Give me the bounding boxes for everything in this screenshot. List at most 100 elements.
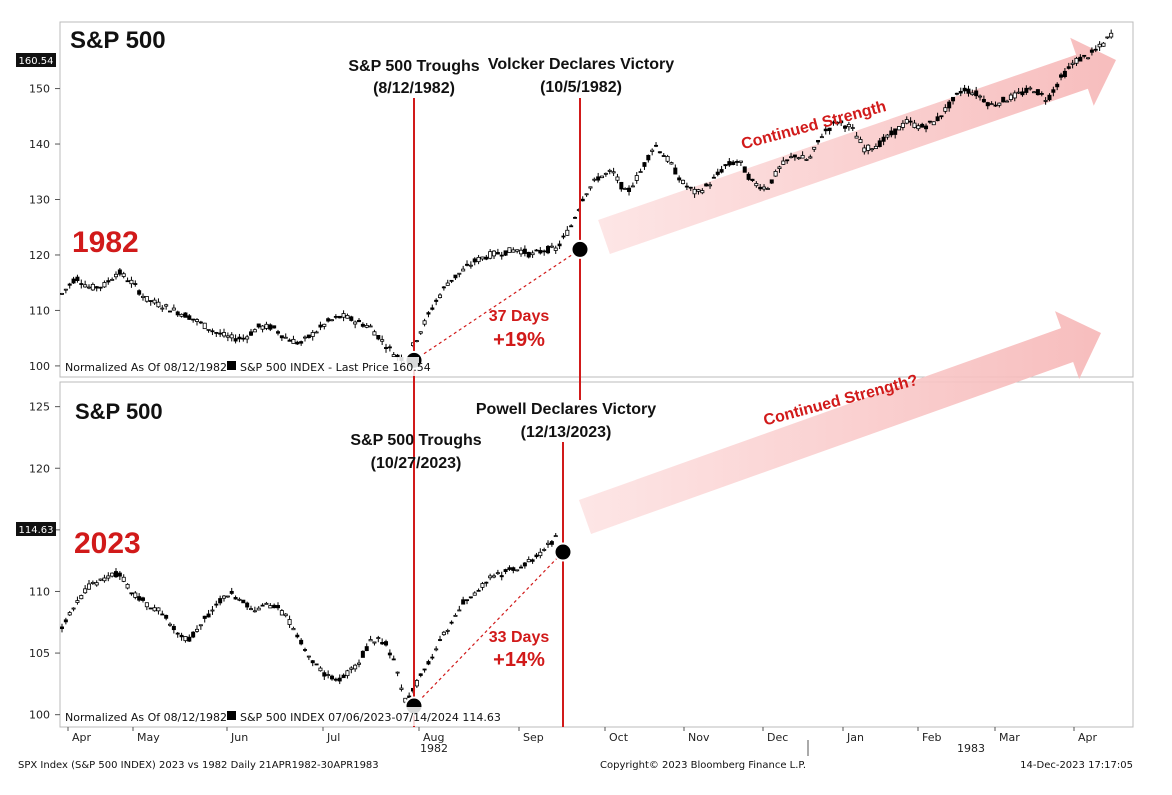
candle-body: [827, 127, 832, 132]
footer-left: SPX Index (S&P 500 INDEX) 2023 vs 1982 D…: [18, 760, 379, 771]
candle-body: [553, 535, 558, 538]
candle-body: [530, 559, 535, 562]
candle-body: [681, 179, 686, 185]
candle-body: [376, 335, 381, 340]
candle-body: [295, 634, 300, 638]
candle-body: [110, 278, 115, 281]
candle-body: [777, 166, 782, 170]
candle-body: [60, 292, 65, 295]
candle-body: [71, 607, 76, 610]
candle-body: [866, 144, 871, 151]
candle-body: [372, 641, 377, 644]
candle-body: [129, 592, 134, 595]
candle-body: [684, 185, 689, 188]
y-axis-2023: 100105110115120125: [29, 401, 60, 722]
year-1982-label: 1982: [420, 742, 448, 755]
days-label-2023: 33 Days: [489, 629, 550, 646]
candle-body: [210, 330, 215, 333]
candle-body: [862, 147, 867, 153]
candle-body: [83, 588, 88, 594]
panel-title-1982: S&P 500: [70, 27, 166, 54]
candle-body: [156, 301, 161, 308]
trough-label-2023: S&P 500 Troughs: [350, 432, 481, 449]
candle-body: [1078, 56, 1083, 62]
footer-right: 14-Dec-2023 17:17:05: [1020, 760, 1133, 771]
victory-date-1982: (10/5/1982): [540, 79, 622, 96]
candle-body: [287, 619, 292, 625]
candle-body: [630, 185, 635, 188]
y-tick-label: 100: [29, 360, 50, 373]
candle-body: [141, 597, 146, 601]
candle-body: [287, 339, 292, 342]
x-month-label: Mar: [999, 731, 1020, 744]
candle-body: [499, 254, 504, 257]
candle-body: [171, 307, 176, 311]
candle-body: [125, 280, 130, 283]
candle-body: [129, 279, 134, 285]
candle-body: [538, 551, 543, 557]
candle-body: [368, 325, 373, 328]
candle-body: [476, 589, 481, 592]
candle-body: [542, 250, 547, 253]
candle-body: [264, 602, 269, 605]
continued-strength-arrow: [598, 37, 1116, 255]
candle-body: [804, 159, 809, 161]
pct-label-1982: +19%: [493, 329, 545, 351]
candle-body: [600, 175, 605, 179]
candle-body: [144, 602, 149, 608]
candle-body: [1043, 100, 1048, 102]
candle-body: [260, 604, 265, 607]
candle-body: [831, 121, 836, 124]
candle-body: [434, 299, 439, 302]
candle-body: [233, 338, 238, 342]
candle-body: [133, 283, 138, 285]
year-label-2023: 2023: [74, 527, 141, 560]
candle-body: [430, 656, 435, 659]
candle-body: [237, 336, 242, 340]
candle-body: [168, 310, 173, 313]
candle-body: [214, 332, 219, 334]
candle-body: [943, 107, 948, 112]
candle-body: [993, 104, 998, 107]
candle-body: [858, 139, 863, 144]
candle-body: [206, 328, 211, 331]
candle-body: [137, 596, 142, 601]
candle-body: [588, 186, 593, 189]
candle-body: [692, 188, 697, 195]
candle-body: [414, 340, 419, 342]
candle-body: [353, 321, 358, 325]
candle-body: [218, 598, 223, 604]
candle-body: [785, 159, 790, 162]
candle-body: [202, 322, 207, 330]
candle-body: [164, 304, 169, 307]
candle-body: [731, 161, 736, 165]
candle-body: [183, 312, 188, 318]
candle-body: [395, 354, 400, 358]
candle-body: [264, 323, 269, 329]
candle-body: [102, 282, 107, 288]
candle-body: [283, 613, 288, 617]
candle-body: [322, 672, 327, 677]
candle-body: [1020, 91, 1025, 96]
candle-body: [495, 572, 500, 575]
candle-body: [503, 250, 508, 256]
candle-body: [1070, 62, 1075, 65]
candle-body: [530, 252, 535, 256]
legend-swatch-2023: [227, 711, 236, 720]
candle-body: [457, 609, 462, 612]
candle-body: [912, 122, 917, 128]
candle-body: [225, 595, 230, 598]
candle-body: [299, 341, 304, 344]
candle-body: [164, 614, 169, 619]
candle-body: [160, 613, 165, 616]
candle-body: [333, 315, 338, 318]
candle-body: [476, 256, 481, 263]
legend-norm-2023: Normalized As Of 08/12/1982: [65, 711, 227, 724]
candle-body: [357, 319, 362, 323]
candle-body: [241, 599, 246, 604]
candle-body: [430, 307, 435, 310]
legend-swatch-1982: [227, 361, 236, 370]
candle-body: [368, 639, 373, 642]
candle-body: [503, 569, 508, 572]
x-axis: Apr May Jun Jul Aug Sep Oct Nov Dec Jan Feb Mar Apr: [67, 727, 1098, 744]
